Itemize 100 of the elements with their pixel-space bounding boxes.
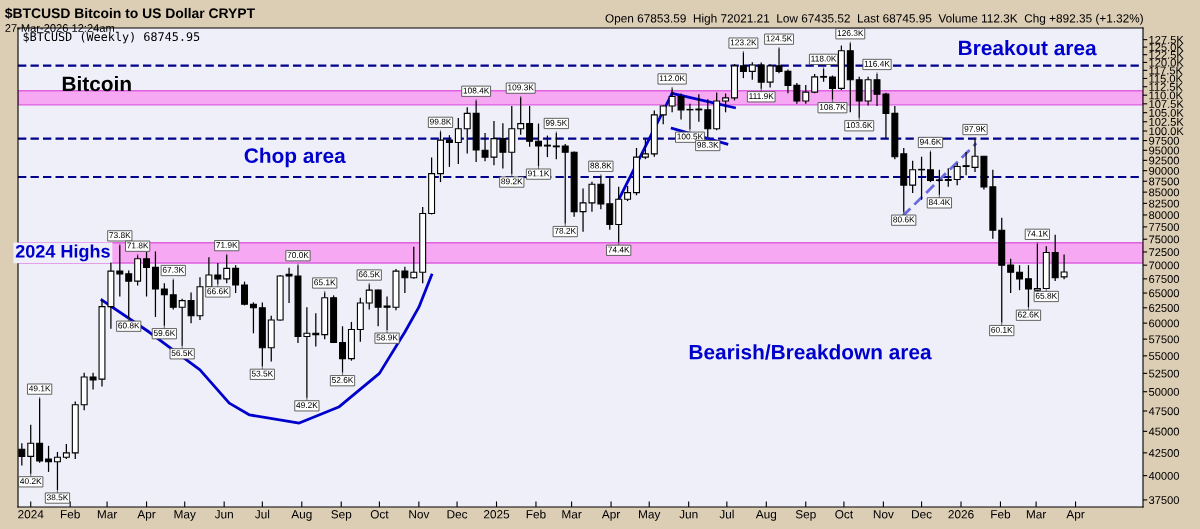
x-tick-label: Mar — [1026, 510, 1047, 519]
annotation: 109.3K — [508, 84, 534, 91]
y-tick-label: 107.5K — [1149, 100, 1184, 108]
y-tick-label: 75000 — [1149, 235, 1180, 244]
annotation: 112.0K — [659, 75, 685, 82]
x-tick-label: Nov — [873, 510, 894, 519]
annotation: 108.7K — [819, 104, 846, 110]
x-tick-label: Jun — [679, 510, 698, 519]
annotation: 71.9K — [216, 241, 238, 248]
annotation: 89.2K — [501, 178, 523, 185]
x-tick-label: 2024 — [18, 510, 44, 519]
annotation: 38.5K — [46, 494, 69, 501]
x-tick-label: May — [639, 510, 661, 521]
annotation: 111.9K — [749, 93, 774, 100]
annotation: 71.8K — [127, 242, 149, 249]
x-tick-label: Apr — [137, 510, 156, 521]
y-tick-label: 112.5K — [1149, 82, 1183, 91]
x-tick-label: Apr — [1066, 510, 1085, 521]
annotation: 80.6K — [893, 216, 915, 223]
y-tick-label: 117.5K — [1149, 66, 1183, 75]
chart-subtitle: 27-Mar-2026 12:24am — [5, 24, 115, 32]
annotation: 116.4K — [864, 60, 890, 67]
annotation: 97.9K — [964, 125, 986, 132]
annotation: Bitcoin — [62, 75, 131, 92]
y-tick-label: 115.0K — [1149, 74, 1183, 83]
annotation: 91.1K — [528, 170, 550, 177]
x-tick-label: Nov — [409, 510, 430, 519]
y-tick-label: 80000 — [1149, 211, 1180, 220]
y-tick-label: 97500 — [1149, 136, 1180, 145]
y-tick-label: 70000 — [1149, 261, 1180, 270]
annotation: 59.6K — [153, 330, 176, 336]
x-tick-label: Dec — [912, 510, 932, 519]
annotation: 56.5K — [171, 350, 193, 357]
annotation: 118.0K — [811, 55, 837, 62]
y-tick-label: 125.0K — [1149, 43, 1184, 52]
band-label: 2024 Highs — [15, 244, 110, 262]
y-tick-label: 67500 — [1149, 275, 1180, 283]
x-tick-label: Feb — [60, 509, 80, 519]
y-tick-label: 37500 — [1148, 496, 1180, 505]
x-tick-label: Jul — [719, 509, 734, 519]
annotation: 49.1K — [28, 385, 51, 392]
y-tick-label: 85000 — [1149, 188, 1180, 197]
x-tick-label: Jul — [254, 509, 270, 519]
x-tick-label: Dec — [447, 510, 468, 519]
y-tick-label: 82500 — [1149, 199, 1180, 208]
y-tick-label: 62500 — [1149, 304, 1180, 312]
y-tick-label: 50000 — [1149, 387, 1180, 396]
annotation: 103.6K — [846, 122, 873, 129]
x-tick-label: Sep — [331, 510, 352, 521]
y-tick-label: 122.5K — [1149, 50, 1184, 59]
annotation: 65.8K — [1035, 292, 1058, 299]
annotation: 60.8K — [118, 322, 140, 329]
annotation: 58.9K — [376, 334, 398, 341]
y-tick-label: 120.0K — [1149, 58, 1184, 67]
x-tick-label: Sep — [795, 510, 816, 521]
y-tick-label: 47500 — [1148, 407, 1180, 416]
annotation: 70.0K — [287, 252, 309, 258]
annotation: 98.3K — [697, 141, 719, 148]
x-tick-label: Aug — [755, 510, 777, 521]
y-tick-label: 95000 — [1149, 146, 1180, 155]
y-tick-label: 57500 — [1149, 335, 1180, 344]
annotation: 126.3K — [837, 30, 864, 37]
y-tick-label: 60000 — [1149, 319, 1180, 328]
annotation: Chop area — [244, 147, 346, 168]
y-tick-label: 87500 — [1149, 177, 1180, 186]
annotation: 66.6K — [207, 288, 229, 295]
annotation: 65.1K — [314, 279, 336, 286]
annotation: 73.8K — [109, 232, 131, 239]
annotation: 123.2K — [730, 39, 757, 46]
text: Open 67853.59 High 72021.21 Low 67435.52 Last 68745.95 Volume 112.3K Chg +892.35 (+1.32%) — [605, 13, 1143, 25]
annotation: 99.5K — [545, 119, 568, 126]
y-tick-label: 110.0K — [1149, 91, 1183, 100]
y-tick-label: 40000 — [1148, 471, 1180, 480]
annotation: $BTCUSD (Weekly) 68745.95 — [23, 31, 200, 44]
y-tick-label: 55000 — [1149, 352, 1180, 360]
y-tick-label: 72500 — [1149, 248, 1180, 257]
annotation: 99.8K — [430, 118, 452, 125]
x-tick-label: Apr — [601, 510, 621, 521]
annotation: 62.6K — [1018, 311, 1040, 318]
annotation: 124.5K — [766, 35, 793, 42]
x-tick-label: 2026 — [948, 510, 974, 519]
y-tick-label: 52500 — [1149, 369, 1180, 378]
annotation: 88.8K — [590, 162, 612, 169]
annotation: 60.1K — [991, 326, 1013, 333]
annotation: Breakout area — [959, 40, 1097, 56]
annotation: 84.4K — [928, 199, 951, 206]
annotation: 100.5K — [677, 133, 704, 140]
x-tick-label: Oct — [370, 510, 389, 519]
annotation: 67.3K — [162, 266, 185, 273]
y-tick-label: 102.5K — [1149, 118, 1184, 126]
y-tick-label: 42500 — [1148, 449, 1180, 457]
annotation: 49.2K — [296, 402, 318, 409]
y-tick-label: 90000 — [1149, 166, 1180, 175]
y-tick-label: 77500 — [1149, 223, 1180, 232]
annotation: 52.6K — [331, 377, 354, 383]
x-tick-label: May — [174, 510, 196, 521]
y-tick-label: 65000 — [1149, 289, 1180, 298]
annotation: 108.4K — [463, 87, 490, 94]
annotation: Bearish/Breakdown area — [689, 344, 932, 360]
y-tick-label: 92500 — [1149, 156, 1180, 165]
